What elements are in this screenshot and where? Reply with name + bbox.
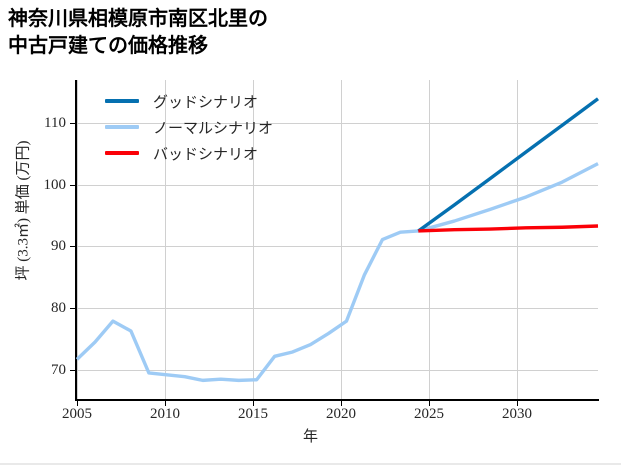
x-tick-mark-2010 bbox=[165, 401, 166, 406]
legend-label-normal: ノーマルシナリオ bbox=[153, 120, 274, 137]
legend-swatch-bad-icon bbox=[105, 151, 139, 155]
gridline-y-80 bbox=[76, 308, 598, 309]
series-line-bad bbox=[418, 224, 599, 233]
y-tick-mark-90 bbox=[70, 246, 75, 247]
legend-item-normal[interactable]: ノーマルシナリオ bbox=[105, 114, 335, 140]
x-tick-label-2025: 2025 bbox=[414, 406, 444, 422]
legend-swatch-good-icon bbox=[105, 99, 139, 103]
y-tick-mark-70 bbox=[70, 370, 75, 371]
y-tick-label-100: 100 bbox=[43, 177, 67, 193]
x-tick-label-2030: 2030 bbox=[502, 406, 532, 422]
gridline-x-2015 bbox=[253, 80, 254, 400]
x-tick-mark-2025 bbox=[429, 401, 430, 406]
legend-item-bad[interactable]: バッドシナリオ bbox=[105, 140, 335, 166]
series-line-good bbox=[417, 97, 600, 233]
gridline-y-100 bbox=[76, 185, 598, 186]
gridline-x-2020 bbox=[341, 80, 342, 400]
y-tick-mark-100 bbox=[70, 185, 75, 186]
x-axis-title: 年 bbox=[302, 429, 318, 445]
x-tick-mark-2020 bbox=[341, 401, 342, 406]
y-tick-label-70: 70 bbox=[51, 362, 66, 378]
x-tick-mark-2030 bbox=[517, 401, 518, 406]
bottom-divider bbox=[0, 463, 621, 465]
y-tick-label-90: 90 bbox=[51, 238, 66, 254]
x-tick-label-2005: 2005 bbox=[62, 406, 92, 422]
x-axis-line bbox=[75, 399, 599, 401]
x-tick-label-2010: 2010 bbox=[150, 406, 180, 422]
series-line-normal bbox=[75, 162, 599, 383]
gridline-x-2010 bbox=[165, 80, 166, 400]
gridline-y-70 bbox=[76, 370, 598, 371]
x-tick-mark-2015 bbox=[253, 401, 254, 406]
gridline-x-2005 bbox=[77, 80, 78, 400]
gridline-x-2025 bbox=[429, 80, 430, 400]
x-tick-mark-2005 bbox=[77, 401, 78, 406]
y-tick-label-110: 110 bbox=[44, 115, 66, 131]
y-tick-mark-80 bbox=[70, 308, 75, 309]
gridline-y-90 bbox=[76, 246, 598, 247]
x-tick-label-2015: 2015 bbox=[238, 406, 268, 422]
legend-item-good[interactable]: グッドシナリオ bbox=[105, 88, 335, 114]
chart-legend: グッドシナリオ ノーマルシナリオ バッドシナリオ bbox=[105, 88, 335, 166]
chart-title: 神奈川県相模原市南区北里の 中古戸建ての価格推移 bbox=[8, 8, 268, 57]
y-tick-mark-110 bbox=[70, 123, 75, 124]
legend-swatch-normal-icon bbox=[105, 125, 139, 129]
plot-area bbox=[76, 80, 598, 400]
legend-label-bad: バッドシナリオ bbox=[153, 146, 259, 163]
y-axis-line bbox=[75, 80, 77, 401]
y-tick-label-80: 80 bbox=[51, 300, 66, 316]
gridline-y-110 bbox=[76, 123, 598, 124]
gridline-x-2030 bbox=[517, 80, 518, 400]
legend-label-good: グッドシナリオ bbox=[153, 94, 259, 111]
x-tick-label-2020: 2020 bbox=[326, 406, 356, 422]
